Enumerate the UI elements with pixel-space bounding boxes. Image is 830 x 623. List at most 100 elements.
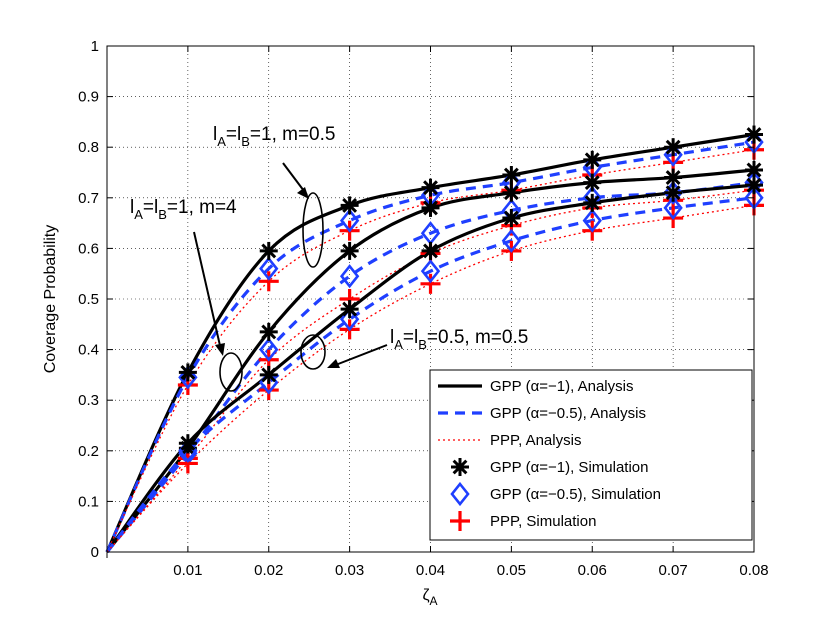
asterisk-stroke bbox=[503, 167, 519, 183]
asterisk-stroke bbox=[665, 185, 681, 201]
y-tick-label: 0.6 bbox=[78, 240, 99, 257]
diamond-shape bbox=[339, 264, 360, 289]
asterisk-stroke bbox=[180, 435, 196, 451]
asterisk-stroke bbox=[423, 243, 438, 259]
data-point-g2-s1 bbox=[501, 228, 522, 253]
diamond-shape bbox=[259, 256, 279, 281]
group-ellipse-m05 bbox=[302, 192, 324, 268]
asterisk-stroke bbox=[503, 185, 519, 201]
series-line-g1-s1 bbox=[105, 181, 755, 554]
arrow-l05 bbox=[332, 344, 388, 367]
data-point-g0-s2 bbox=[258, 271, 279, 292]
y-tick-label: 0.2 bbox=[78, 443, 99, 460]
data-point-g2-s0 bbox=[502, 209, 521, 228]
asterisk-stroke bbox=[584, 195, 600, 211]
y-tick-label: 0.7 bbox=[78, 190, 99, 207]
data-point-g2-s0 bbox=[664, 183, 683, 202]
x-tick-label: 0.01 bbox=[173, 562, 202, 579]
group-ellipse-m4 bbox=[219, 352, 243, 392]
data-point-g1-s0 bbox=[502, 183, 521, 202]
asterisk-stroke bbox=[342, 301, 358, 317]
asterisk-stroke bbox=[342, 243, 358, 259]
data-point-g0-s0 bbox=[259, 241, 278, 260]
y-axis-label: Coverage Probability bbox=[42, 225, 59, 374]
diamond-shape bbox=[339, 208, 360, 233]
arrow-m4-head bbox=[215, 343, 225, 356]
asterisk-stroke bbox=[452, 459, 468, 475]
x-tick-label: 0.07 bbox=[659, 562, 688, 579]
legend-label: PPP, Analysis bbox=[490, 432, 581, 449]
x-tick-label: 0.03 bbox=[335, 562, 364, 579]
arrow-m05-head bbox=[297, 187, 309, 199]
series-line-g2-s2 bbox=[106, 204, 755, 553]
data-point-g0-s0 bbox=[664, 138, 683, 157]
data-point-g2-s2 bbox=[420, 273, 441, 294]
y-tick-label: 1 bbox=[91, 38, 99, 55]
data-point-g0-s1 bbox=[178, 365, 198, 390]
data-point-g0-s0 bbox=[502, 166, 521, 185]
asterisk-stroke bbox=[423, 180, 438, 196]
y-tick-label: 0.8 bbox=[78, 139, 99, 156]
legend-marker bbox=[450, 511, 470, 531]
diamond-shape bbox=[178, 365, 198, 390]
asterisk-stroke bbox=[584, 175, 600, 191]
annotation-m05: lA=lB=1, m=0.5 bbox=[213, 124, 335, 149]
annotation-m4: lA=lB=1, m=4 bbox=[130, 197, 237, 222]
data-point-g0-s1 bbox=[259, 256, 279, 281]
legend-label: GPP (α=−0.5), Simulation bbox=[490, 486, 661, 503]
diamond-shape bbox=[450, 481, 470, 507]
data-point-g0-s0 bbox=[178, 363, 197, 382]
plot-frame bbox=[106, 45, 755, 553]
data-point-g1-s1 bbox=[259, 337, 279, 362]
data-point-g2-s1 bbox=[420, 259, 441, 284]
data-point-g0-s0 bbox=[421, 178, 440, 197]
data-point-g1-s0 bbox=[421, 198, 440, 217]
data-point-g1-s0 bbox=[664, 168, 683, 187]
data-point-g1-s0 bbox=[583, 173, 602, 192]
y-tick-label: 0.5 bbox=[78, 291, 99, 308]
y-tick-label: 0.1 bbox=[78, 493, 99, 510]
data-point-g2-s0 bbox=[340, 300, 359, 319]
legend-marker bbox=[451, 458, 469, 476]
diamond-shape bbox=[259, 337, 279, 362]
diamond-shape bbox=[582, 208, 602, 233]
data-point-g0-s1 bbox=[339, 208, 360, 233]
group-ellipse-l05 bbox=[300, 334, 326, 370]
data-point-g1-s0 bbox=[259, 322, 278, 341]
legend-label: GPP (α=−1), Simulation bbox=[490, 459, 648, 476]
data-point-g1-s1 bbox=[339, 264, 360, 289]
asterisk-stroke bbox=[261, 324, 277, 340]
legend-label: PPP, Simulation bbox=[490, 513, 596, 530]
data-point-g2-s0 bbox=[583, 193, 602, 212]
data-point-g2-s0 bbox=[178, 434, 197, 453]
legend-label: GPP (α=−0.5), Analysis bbox=[490, 405, 646, 422]
diamond-shape bbox=[501, 228, 522, 253]
data-point-g2-s0 bbox=[421, 241, 440, 260]
x-tick-label: 0.04 bbox=[416, 562, 445, 579]
tick-labels: 0.01 0.02 0.03 0.04 0.05 0.06 0.07 0.08 0 0.1 0.2 0… bbox=[78, 38, 768, 579]
asterisk-stroke bbox=[503, 210, 519, 226]
data-point-g2-s0 bbox=[259, 365, 278, 384]
data-point-g1-s0 bbox=[340, 241, 359, 260]
legend-box bbox=[429, 369, 753, 541]
diamond-shape bbox=[420, 259, 441, 284]
data-point-g2-s2 bbox=[177, 453, 198, 474]
series-line-g2-s1 bbox=[105, 196, 755, 553]
asterisk-stroke bbox=[423, 200, 438, 216]
asterisk-stroke bbox=[665, 170, 681, 185]
x-tick-label: 0.05 bbox=[497, 562, 526, 579]
y-tick-label: 0.9 bbox=[78, 89, 99, 106]
y-tick-label: 0 bbox=[91, 544, 99, 561]
asterisk-stroke bbox=[342, 197, 358, 213]
asterisk-stroke bbox=[180, 364, 196, 380]
data-point-g0-s0 bbox=[583, 150, 602, 169]
asterisk-stroke bbox=[261, 367, 277, 383]
legend: GPP (α=−1), Analysis GPP (α=−0.5), Analys… bbox=[429, 369, 753, 541]
data-point-g0-s0 bbox=[340, 196, 359, 215]
legend-label: GPP (α=−1), Analysis bbox=[490, 378, 633, 395]
arrow-m4 bbox=[193, 231, 222, 351]
asterisk-stroke bbox=[261, 243, 277, 259]
arrow-l05-head bbox=[327, 359, 340, 368]
x-tick-label: 0.02 bbox=[254, 562, 283, 579]
